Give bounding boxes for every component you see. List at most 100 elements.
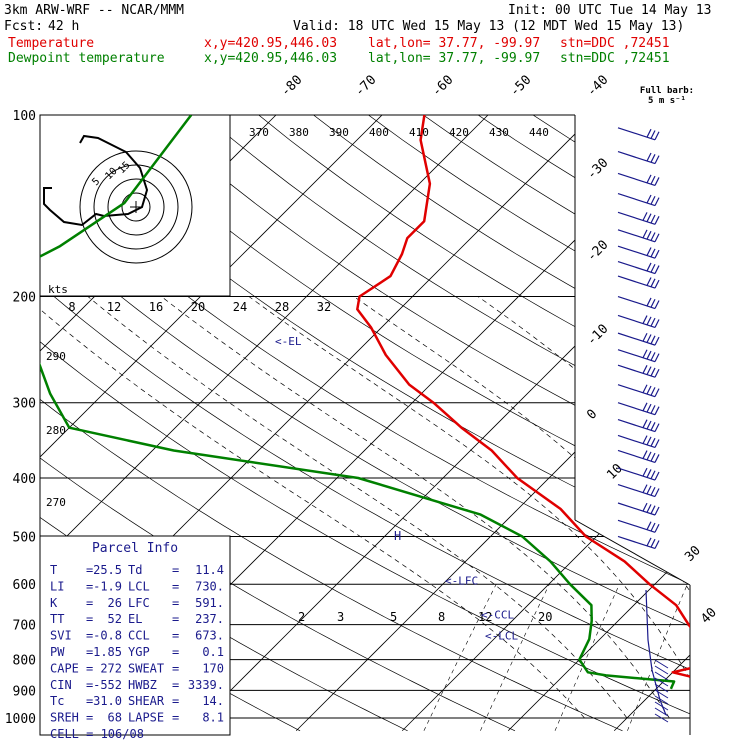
parcel-info-value: 591. xyxy=(195,596,224,610)
theta-label: 430 xyxy=(489,126,509,139)
wind-barb-flag xyxy=(646,194,652,204)
wind-barb-flag xyxy=(654,439,660,448)
parcel-info-equals: = xyxy=(86,678,93,692)
forecast-label: Fcst: xyxy=(4,19,44,34)
isotherm-label: -20 xyxy=(584,238,611,265)
mixing-ratio-line xyxy=(693,584,740,731)
theta-label: 380 xyxy=(289,126,309,139)
wind-barb-flag xyxy=(654,265,660,274)
low-level-wind-barb xyxy=(654,665,669,675)
low-level-wind-staff xyxy=(645,589,667,716)
wind-barb xyxy=(617,535,656,550)
wind-barb xyxy=(617,127,656,141)
parcel-info-label: LCL xyxy=(128,579,150,593)
parcel-info-value: 25.5 xyxy=(93,563,122,577)
trop-marker: H xyxy=(394,529,401,543)
wind-barb-flag xyxy=(650,452,656,462)
parcel-info-equals: = xyxy=(172,563,179,577)
moist-adiabat-line xyxy=(477,296,690,719)
parcel-info-equals: = xyxy=(172,694,179,708)
wind-barb-flag xyxy=(654,353,660,362)
wind-barb-flag xyxy=(654,506,660,516)
wind-barb-flag xyxy=(642,315,648,324)
isotherm-label: -60 xyxy=(429,73,456,100)
wind-barb-flag xyxy=(654,423,660,432)
model-title: 3km ARW-WRF -- NCAR/MMM xyxy=(4,3,185,18)
dry-adiabat-line xyxy=(40,115,690,732)
low-level-wind-barb xyxy=(654,677,669,687)
wind-barb-flag xyxy=(654,233,660,243)
moist-adiabat-line xyxy=(353,296,690,719)
wind-barb xyxy=(617,332,656,346)
wind-barb xyxy=(617,314,656,329)
hodograph-speed-label: 20 xyxy=(191,300,205,314)
theta-label: 440 xyxy=(529,126,549,139)
wind-barb-flag xyxy=(646,385,652,395)
dry-adiabat-line xyxy=(705,87,740,730)
wind-barb-flag xyxy=(654,300,660,309)
wind-barb-flag xyxy=(650,486,656,496)
wind-barb xyxy=(617,349,656,363)
wind-barb xyxy=(617,151,656,165)
wind-barb xyxy=(617,364,656,378)
parcel-info-value: 3339. xyxy=(188,678,224,692)
wind-barb-flag xyxy=(654,131,660,141)
moist-adiabat-line xyxy=(614,296,690,719)
wind-barb xyxy=(617,172,656,187)
dry-adiabat-line xyxy=(40,115,623,732)
wind-barb-flag xyxy=(650,317,656,327)
theta-label: 410 xyxy=(409,126,429,139)
wind-barb-flag xyxy=(642,435,648,444)
parcel-info-label: TT xyxy=(50,612,64,626)
parcel-info-label: Td xyxy=(128,563,142,577)
parcel-info-label: LI xyxy=(50,579,64,593)
wind-barb-flag xyxy=(650,505,656,514)
low-level-wind-barb xyxy=(654,659,669,669)
dewpoint-latlon: lat,lon= 37.77, -99.97 xyxy=(368,51,541,66)
theta-label: 390 xyxy=(329,126,349,139)
wind-barb-flag xyxy=(642,349,648,359)
parcel-info-value: 14. xyxy=(202,694,224,708)
low-level-wind-barb xyxy=(654,671,669,681)
isotherm-line xyxy=(507,115,690,732)
mixing-ratio-line xyxy=(554,584,620,731)
wind-barb-flag xyxy=(654,488,660,497)
wind-barb xyxy=(617,402,656,416)
dewpoint-xy: x,y=420.95,446.03 xyxy=(204,51,338,66)
temperature-legend: Temperature xyxy=(8,36,95,51)
parcel-info-value: 31.0 xyxy=(93,694,122,708)
wind-barb-flag xyxy=(646,451,652,461)
theta-label: 400 xyxy=(369,126,389,139)
wind-barb xyxy=(617,193,656,207)
wind-barb-flag xyxy=(646,277,652,286)
dry-adiabat-line xyxy=(172,115,690,732)
parcel-info-equals: = xyxy=(86,629,93,643)
theta-label: 420 xyxy=(449,126,469,139)
moist-adiabat-line xyxy=(161,296,670,719)
wind-barb-flag xyxy=(646,469,652,478)
parcel-info-value: 11.4 xyxy=(195,563,224,577)
theta-label: 270 xyxy=(46,496,66,509)
mixing-ratio-label: 2 xyxy=(298,610,305,624)
isotherm-label: 40 xyxy=(698,605,720,627)
wind-barb-flag xyxy=(650,405,656,414)
wind-barb-flag xyxy=(650,175,656,185)
parcel-info-label: YGP xyxy=(128,645,150,659)
wind-barb-flag xyxy=(650,232,656,241)
parcel-level-marker: <-LCL xyxy=(485,630,518,643)
dewpoint-legend: Dewpoint temperature xyxy=(8,51,165,66)
dry-adiabat-line xyxy=(66,115,690,732)
wind-barb xyxy=(617,449,656,464)
isotherm-label: -40 xyxy=(584,73,611,100)
full-barb-label: Full barb: xyxy=(640,86,694,96)
pressure-tick-label: 300 xyxy=(13,397,36,412)
hodograph-speed-label: 16 xyxy=(149,300,163,314)
mixing-ratio-label: 12 xyxy=(478,610,492,624)
pressure-tick-label: 900 xyxy=(13,684,36,699)
parcel-info-equals: = xyxy=(172,678,179,692)
mixing-ratio-label: 20 xyxy=(538,610,552,624)
wind-barb-flag xyxy=(650,352,656,361)
parcel-level-marker: <-LFC xyxy=(445,574,478,587)
parcel-info-label: LAPSE xyxy=(128,711,164,725)
wind-barb-flag xyxy=(654,454,660,463)
